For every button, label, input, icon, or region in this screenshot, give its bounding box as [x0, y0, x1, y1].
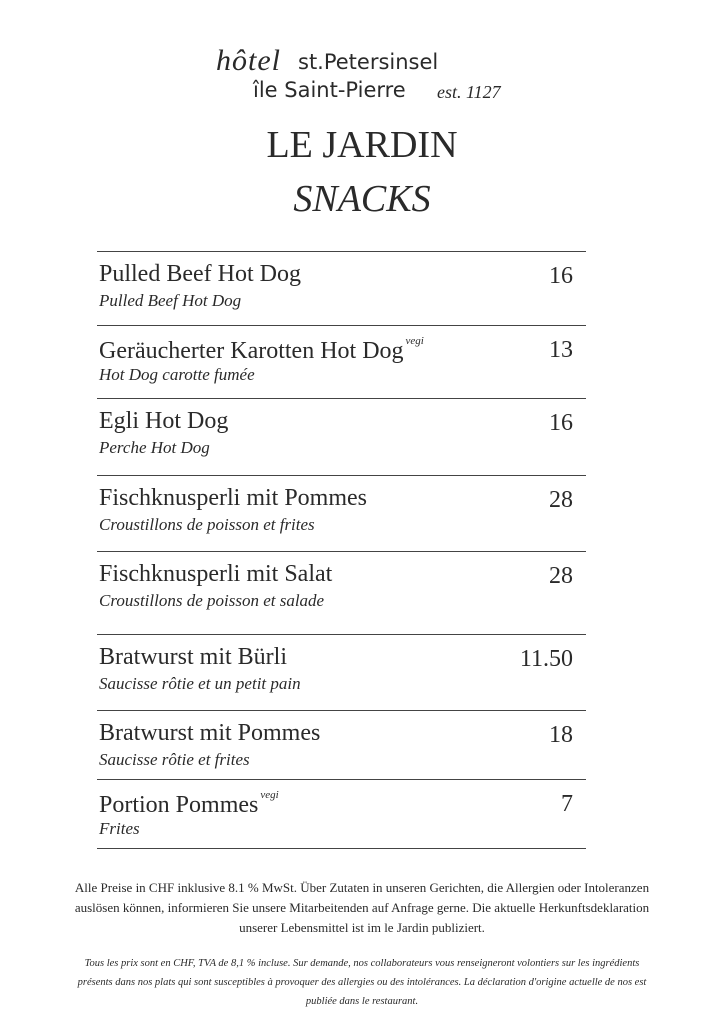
item-price: 28 [549, 563, 573, 589]
item-price: 16 [549, 263, 573, 289]
item-name: Fischknusperli mit Salat [99, 561, 332, 588]
separator [97, 398, 586, 399]
logo-script: hôtel [216, 44, 281, 77]
item-name: Bratwurst mit Bürli [99, 644, 287, 671]
item-translation: Croustillons de poisson et salade [99, 591, 325, 610]
title: LE JARDIN [266, 124, 458, 166]
separator [97, 848, 586, 849]
item-name-text: Portion Pommes [99, 792, 259, 818]
item-price: 7 [561, 791, 573, 817]
item-translation: Croustillons de poisson et frites [99, 515, 315, 534]
item-name-text: Bratwurst mit Pommes [99, 720, 321, 746]
item-price: 11.50 [519, 646, 573, 672]
item-name: Portion Pommes vegi [99, 789, 279, 819]
item-name-text: Fischknusperli mit Pommes [99, 485, 368, 511]
item-price: 13 [549, 337, 573, 363]
item-name: Geräucherter Karotten Hot Dog vegi [99, 335, 424, 365]
separator [97, 251, 586, 252]
item-name-text: Pulled Beef Hot Dog [99, 261, 301, 287]
item-name-text: Bratwurst mit Bürli [99, 644, 287, 670]
item-translation: Frites [99, 819, 140, 838]
item-translation: Saucisse rôtie et frites [99, 750, 250, 769]
separator [97, 551, 586, 552]
logo-name-fr: île Saint-Pierre [253, 78, 406, 102]
item-translation: Perche Hot Dog [99, 438, 210, 457]
item-price: 28 [549, 487, 573, 513]
separator [97, 634, 586, 635]
footer-note-fr: Tous les prix sont en CHF, TVA de 8,1 % … [77, 958, 647, 1007]
logo-name: st.Petersinsel [298, 50, 439, 74]
item-name: Pulled Beef Hot Dog [99, 261, 301, 288]
item-tag: vegi [405, 335, 424, 347]
item-translation: Hot Dog carotte fumée [99, 365, 255, 384]
item-translation: Saucisse rôtie et un petit pain [99, 674, 301, 693]
separator [97, 475, 586, 476]
separator [97, 325, 586, 326]
item-name: Fischknusperli mit Pommes [99, 485, 367, 512]
subtitle: SNACKS [293, 178, 431, 220]
item-name: Bratwurst mit Pommes [99, 720, 320, 747]
separator [97, 710, 586, 711]
item-tag: vegi [260, 789, 279, 801]
item-translation: Pulled Beef Hot Dog [99, 291, 242, 310]
footer-note-de: Alle Preise in CHF inklusive 8.1 % MwSt.… [74, 880, 650, 935]
logo-est: est. 1127 [437, 82, 501, 102]
item-name-text: Fischknusperli mit Salat [99, 561, 333, 587]
item-price: 16 [549, 410, 573, 436]
item-name-text: Egli Hot Dog [99, 408, 229, 434]
item-price: 18 [549, 722, 573, 748]
item-name-text: Geräucherter Karotten Hot Dog [99, 338, 404, 364]
separator [97, 779, 586, 780]
item-name: Egli Hot Dog [99, 408, 228, 435]
